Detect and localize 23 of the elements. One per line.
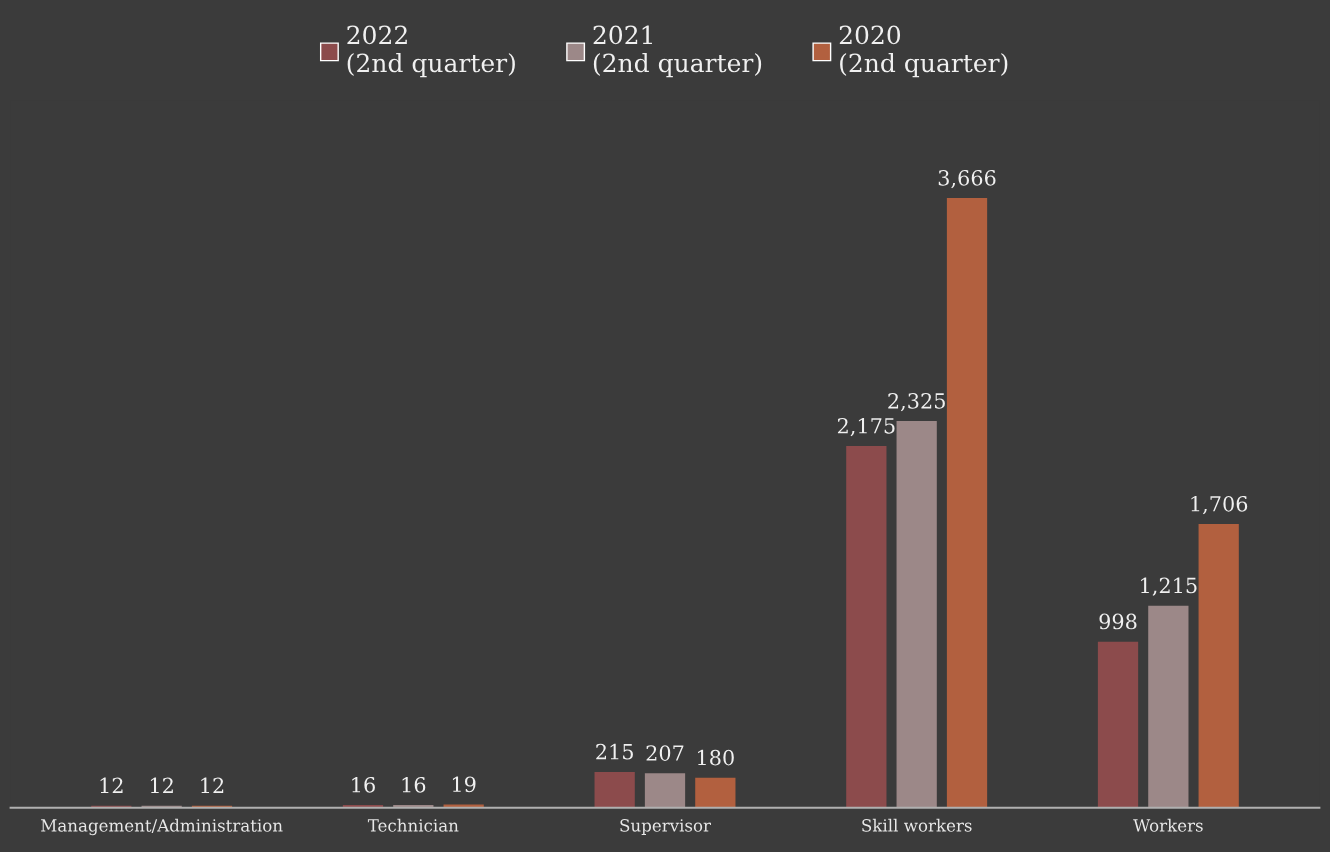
data-label: 19 (452, 776, 476, 793)
data-label: 998 (1099, 613, 1137, 630)
data-label: 12 (150, 777, 173, 794)
data-label: 1,706 (1191, 495, 1248, 515)
legend-label: 2022 (2nd quarter) (347, 25, 515, 78)
data-label: 1,215 (1141, 577, 1197, 596)
data-label: 16 (402, 776, 426, 793)
data-label: 12 (100, 777, 123, 794)
x-tick-label: Management/Administration (41, 818, 283, 836)
data-label: 12 (201, 777, 224, 794)
data-label: 3,666 (938, 169, 996, 189)
x-tick-label: Skill workers (862, 818, 972, 832)
data-label: 16 (352, 776, 375, 793)
legend-label: 2020 (2nd quarter) (839, 25, 1008, 78)
data-label: 2,175 (837, 417, 895, 437)
data-label: 215 (596, 743, 633, 760)
legend-label: 2021 (2nd quarter) (593, 25, 762, 78)
data-label: 207 (646, 745, 684, 761)
data-label: 2,325 (888, 392, 945, 412)
data-label: 180 (697, 749, 734, 766)
x-tick-label: Workers (1133, 818, 1203, 832)
x-tick-label: Technician (367, 818, 459, 832)
x-tick-label: Supervisor (620, 819, 711, 835)
